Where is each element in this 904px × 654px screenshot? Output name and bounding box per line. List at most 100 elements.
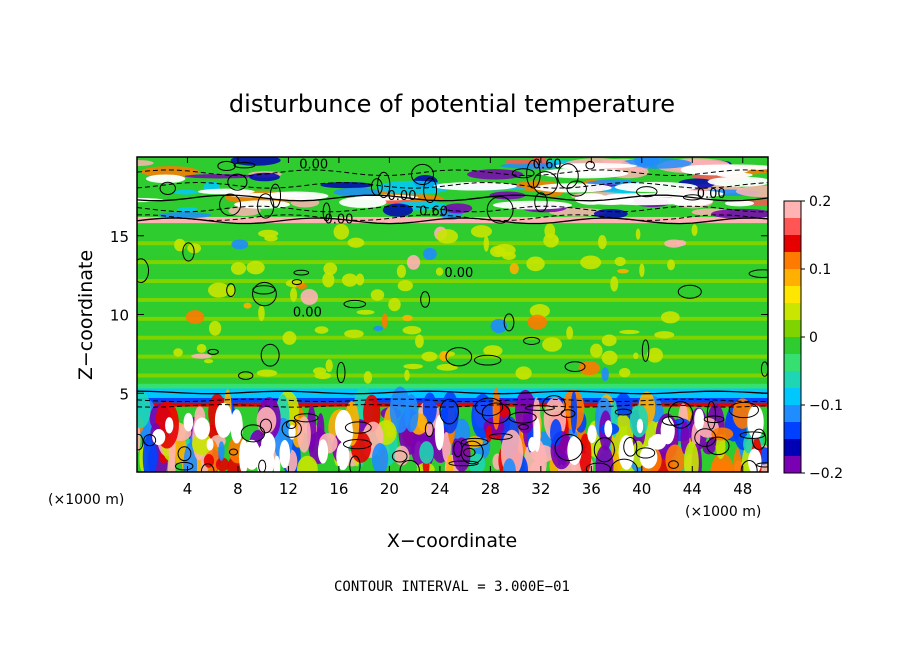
field-blob <box>619 329 640 335</box>
contour-loop <box>677 284 702 299</box>
field-blob <box>243 302 252 309</box>
contour-loop <box>344 421 372 434</box>
field-blob <box>604 420 613 438</box>
contour-loop <box>228 448 239 456</box>
colorbar-tick-label: 0 <box>809 330 818 346</box>
contour-label: 0.00 <box>293 305 322 320</box>
contour-loop <box>585 160 595 170</box>
field-layer <box>137 157 768 472</box>
field-blob <box>500 162 572 169</box>
field-blob <box>230 409 243 444</box>
field-blob <box>667 259 676 271</box>
field-blob <box>388 297 401 312</box>
field-blob <box>347 237 365 248</box>
field-blob <box>580 255 602 270</box>
colorbar-tick-label: 0.1 <box>809 262 831 278</box>
field-blob <box>183 412 194 432</box>
field-blob <box>314 326 329 334</box>
contour-line <box>137 194 768 202</box>
field-blob <box>649 433 667 450</box>
contour-loop <box>486 196 514 224</box>
field-blob <box>356 309 375 315</box>
contour-loop <box>623 437 638 457</box>
colorbar-swatch <box>784 201 801 219</box>
field-blob <box>547 171 613 176</box>
field-blob <box>397 280 413 292</box>
field-blob <box>724 200 755 207</box>
colorbar-swatch <box>784 388 801 406</box>
contour-line <box>137 181 768 189</box>
contour-loop <box>410 163 435 186</box>
field-blob <box>261 432 276 459</box>
field-blob <box>194 417 210 440</box>
contour-loop <box>751 428 767 451</box>
contour-loop <box>226 283 236 298</box>
field-band <box>137 354 768 359</box>
field-blob <box>215 457 230 472</box>
contour-loop <box>706 436 730 456</box>
field-blob <box>344 329 364 339</box>
contour-loop <box>524 405 555 411</box>
contour-label: 0.00 <box>299 157 328 172</box>
field-blob <box>735 185 768 198</box>
y-tick-label: 15 <box>110 228 129 246</box>
field-blob <box>165 417 174 434</box>
colorbar-swatch <box>784 252 801 270</box>
contour-line <box>137 404 768 408</box>
field-blob <box>218 441 225 461</box>
contour-loop <box>460 437 489 447</box>
contour-line <box>137 217 768 225</box>
y-axis-ticks: 5 10 15 <box>110 228 768 403</box>
y-axis-label: Z−coordinate <box>75 250 97 380</box>
field-blob <box>279 439 291 469</box>
x-tick-label: 8 <box>233 480 243 498</box>
field-blob <box>660 311 680 324</box>
contour-loop <box>343 299 367 309</box>
field-blob <box>196 343 207 353</box>
colorbar-swatch <box>784 456 801 474</box>
contour-loop <box>322 202 331 222</box>
field-blob <box>483 345 503 357</box>
contour-loop <box>740 459 758 472</box>
contour-loop <box>227 173 248 191</box>
contour-loop <box>252 281 277 307</box>
contour-loop <box>635 447 656 459</box>
field-blob <box>322 272 335 288</box>
field-blob <box>686 164 768 171</box>
field-blob <box>191 353 212 359</box>
contour-label: 0.00 <box>388 189 417 204</box>
field-band <box>137 216 768 224</box>
field-blob <box>433 182 517 191</box>
contour-loop <box>610 458 638 472</box>
x-tick-label: 32 <box>531 480 550 498</box>
field-blob <box>635 228 641 240</box>
contour-loop <box>593 437 615 463</box>
field-blob <box>300 289 319 305</box>
field-blob <box>208 320 222 336</box>
field-blob <box>542 337 563 352</box>
field-blob <box>354 194 419 201</box>
contour-loop <box>259 418 273 434</box>
chart-title: disturbunce of potential temperature <box>229 90 675 118</box>
contour-loop <box>463 447 476 457</box>
contour-loop <box>614 408 632 416</box>
field-blob <box>601 334 617 347</box>
contour-loop <box>554 434 583 462</box>
contour-loop <box>424 421 434 438</box>
field-band <box>137 316 768 321</box>
field-blob <box>710 460 733 472</box>
colorbar-swatch <box>784 405 801 423</box>
y-tick-label: 10 <box>110 307 129 325</box>
field-blob <box>382 203 413 217</box>
field-blob <box>639 263 645 278</box>
contour-loop <box>233 162 256 169</box>
contour-loop <box>258 459 267 472</box>
contour-label: 0.00 <box>697 187 726 202</box>
field-blob <box>230 157 281 166</box>
contour-loop <box>641 339 650 362</box>
field-blob <box>529 304 550 318</box>
field-blob <box>543 233 559 248</box>
contour-loop <box>523 336 541 345</box>
field-blob <box>435 267 444 276</box>
